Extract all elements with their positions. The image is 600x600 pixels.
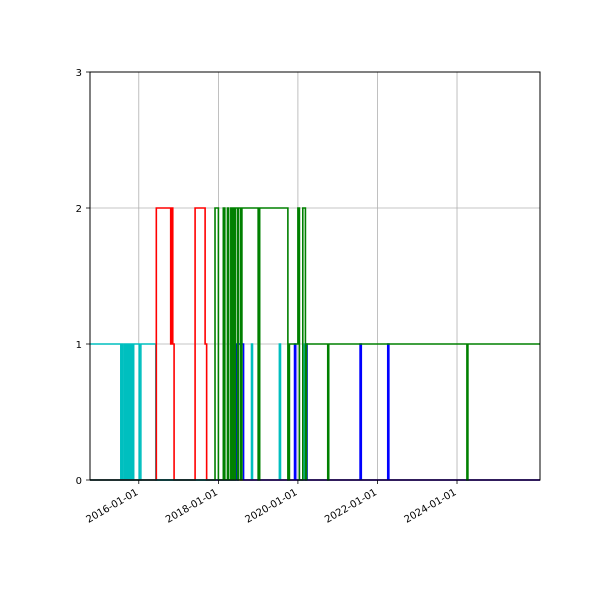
y-tick-label: 3 bbox=[76, 68, 82, 79]
series-1-line bbox=[90, 207, 540, 481]
y-axis: 0 1 2 3 bbox=[76, 68, 90, 487]
plot-frame bbox=[89, 71, 541, 481]
y-tick-label: 0 bbox=[76, 476, 82, 487]
y-tick-label: 2 bbox=[76, 204, 82, 215]
y-tick-label: 1 bbox=[76, 340, 82, 351]
